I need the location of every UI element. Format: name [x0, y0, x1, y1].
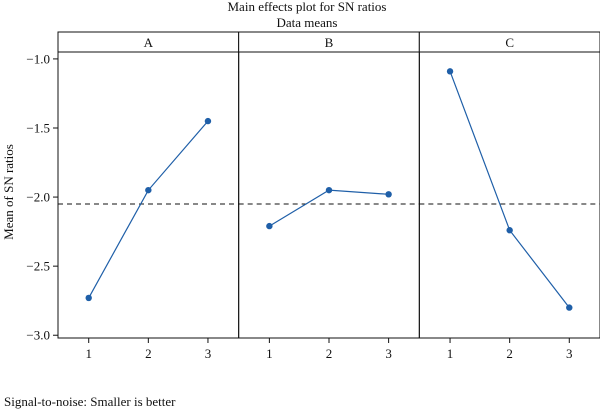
- x-tick-label: 1: [266, 346, 273, 361]
- panel-frame-b: [238, 51, 420, 339]
- x-tick-label: 1: [447, 346, 454, 361]
- data-point: [266, 222, 273, 230]
- panel-frame-a: [57, 51, 240, 339]
- series-line-b: [269, 189, 389, 227]
- data-point: [385, 191, 392, 198]
- series-line-a: [88, 120, 209, 299]
- y-tick-label: −1.5: [26, 120, 50, 135]
- y-tick-label: −3.0: [26, 328, 50, 343]
- x-tick-label: 3: [205, 346, 212, 361]
- data-point: [506, 227, 513, 234]
- x-tick-label: 3: [385, 346, 392, 361]
- panel-label: B: [325, 35, 334, 50]
- y-tick-label: −2.0: [26, 190, 50, 205]
- data-point: [85, 294, 92, 302]
- y-axis-label: Mean of SN ratios: [1, 144, 16, 240]
- chart-title: Main effects plot for SN ratios: [228, 0, 387, 14]
- data-point: [145, 186, 152, 194]
- y-tick-label: −2.5: [26, 259, 50, 274]
- plot-area: −1.0 −1.5 −2.0 −2.5 −3.0 A 1 2 3 B 1 2 3 C 1 2 3: [26, 31, 600, 361]
- data-point: [204, 117, 212, 125]
- panel-label: C: [505, 35, 514, 50]
- data-point: [325, 186, 333, 194]
- x-tick-label: 2: [145, 346, 152, 361]
- x-tick-label: 1: [85, 346, 92, 361]
- panel-label: A: [144, 35, 154, 50]
- data-point: [566, 304, 573, 311]
- chart-subtitle: Data means: [276, 15, 337, 30]
- y-tick-label: −1.0: [26, 51, 50, 66]
- panel-frame-c: [418, 51, 600, 339]
- x-tick-label: 2: [326, 346, 333, 361]
- series-line-c: [449, 71, 570, 308]
- data-point: [446, 68, 454, 75]
- footnote: Signal-to-noise: Smaller is better: [4, 394, 176, 409]
- x-tick-label: 2: [506, 346, 513, 361]
- x-tick-label: 3: [566, 346, 573, 361]
